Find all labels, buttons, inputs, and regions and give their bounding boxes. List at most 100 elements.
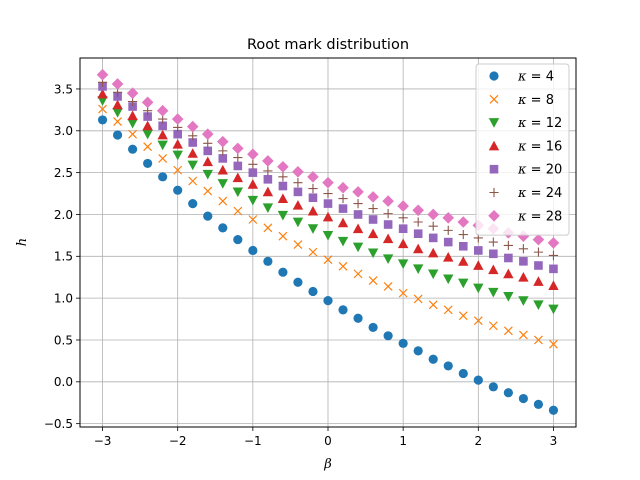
data-point — [97, 88, 108, 99]
data-point — [518, 330, 528, 340]
legend-label: κ = 8 — [517, 93, 554, 108]
data-point — [142, 129, 153, 140]
data-point — [338, 193, 348, 204]
data-point — [263, 175, 273, 184]
x-tick-label: 3 — [550, 434, 558, 448]
x-tick-label: −3 — [94, 434, 112, 448]
data-point — [158, 121, 167, 131]
data-point — [382, 254, 394, 265]
data-point — [398, 288, 408, 298]
data-point — [427, 208, 440, 221]
data-point — [368, 204, 378, 214]
data-point — [337, 236, 349, 247]
data-point — [503, 268, 514, 279]
legend-label: κ = 12 — [517, 116, 562, 131]
data-point — [413, 229, 423, 239]
data-point — [323, 296, 333, 306]
data-point — [353, 198, 363, 209]
legend-entry: κ = 8 — [489, 93, 554, 108]
data-point — [533, 276, 544, 286]
data-point — [143, 158, 153, 169]
legend-entry: κ = 20 — [489, 163, 562, 178]
legend-marker — [489, 164, 499, 174]
data-point — [232, 172, 244, 183]
data-point — [443, 251, 454, 262]
data-point — [172, 150, 183, 161]
data-point — [157, 140, 168, 151]
data-point — [158, 172, 168, 182]
data-point — [489, 249, 498, 259]
legend-entry: κ = 12 — [488, 116, 562, 131]
y-tick-label: 0.0 — [54, 375, 73, 389]
series-8 — [98, 104, 558, 349]
data-point — [353, 210, 363, 219]
legend-entry: κ = 4 — [489, 70, 554, 85]
data-point — [473, 316, 483, 326]
data-point — [126, 87, 139, 99]
data-point — [368, 276, 378, 285]
data-point — [518, 244, 528, 254]
data-point — [127, 110, 138, 121]
data-point — [233, 206, 243, 216]
x-tick-label: 1 — [399, 434, 407, 448]
data-point — [397, 238, 409, 249]
data-point — [308, 286, 318, 297]
data-point — [443, 361, 453, 371]
data-point — [308, 183, 318, 194]
data-point — [307, 171, 319, 183]
data-point — [201, 128, 214, 140]
data-point — [217, 164, 228, 175]
data-point — [98, 104, 107, 114]
data-point — [292, 165, 304, 178]
data-point — [202, 156, 213, 167]
data-point — [143, 112, 152, 121]
data-point — [248, 159, 258, 169]
data-point — [503, 388, 513, 398]
data-point — [96, 68, 109, 81]
legend-label: κ = 20 — [517, 163, 562, 178]
series-16 — [97, 88, 559, 291]
data-point — [352, 186, 364, 198]
data-point — [203, 146, 213, 156]
data-point — [458, 229, 468, 240]
data-point — [127, 118, 138, 129]
data-point — [457, 216, 470, 228]
data-point — [397, 259, 409, 270]
data-point — [323, 188, 333, 199]
x-tick-label: 0 — [324, 434, 332, 448]
data-point — [293, 240, 303, 250]
legend-entry: κ = 24 — [489, 186, 562, 201]
data-point — [473, 260, 484, 270]
data-point — [233, 234, 243, 245]
data-point — [233, 152, 243, 163]
data-point — [173, 185, 183, 195]
data-point — [443, 225, 453, 235]
data-point — [428, 300, 438, 310]
data-point — [488, 237, 498, 247]
data-point — [353, 269, 363, 279]
x-tick-label: −1 — [244, 434, 262, 448]
data-point — [548, 250, 559, 261]
data-point — [218, 146, 228, 156]
data-point — [442, 212, 455, 224]
data-point — [203, 211, 213, 221]
data-point — [186, 120, 199, 133]
data-point — [203, 186, 213, 196]
data-point — [263, 166, 273, 176]
data-point — [338, 261, 348, 271]
data-point — [518, 393, 528, 404]
data-point — [323, 199, 333, 208]
x-axis-label: β — [323, 457, 332, 472]
data-point — [322, 230, 334, 241]
data-point — [428, 233, 438, 243]
data-point — [171, 113, 184, 125]
data-point — [532, 233, 545, 246]
data-point — [412, 264, 424, 275]
legend-entry: κ = 28 — [488, 209, 562, 224]
data-point — [337, 217, 349, 228]
data-point — [488, 382, 498, 392]
data-point — [367, 228, 379, 239]
data-point — [233, 161, 243, 171]
data-point — [458, 241, 468, 251]
